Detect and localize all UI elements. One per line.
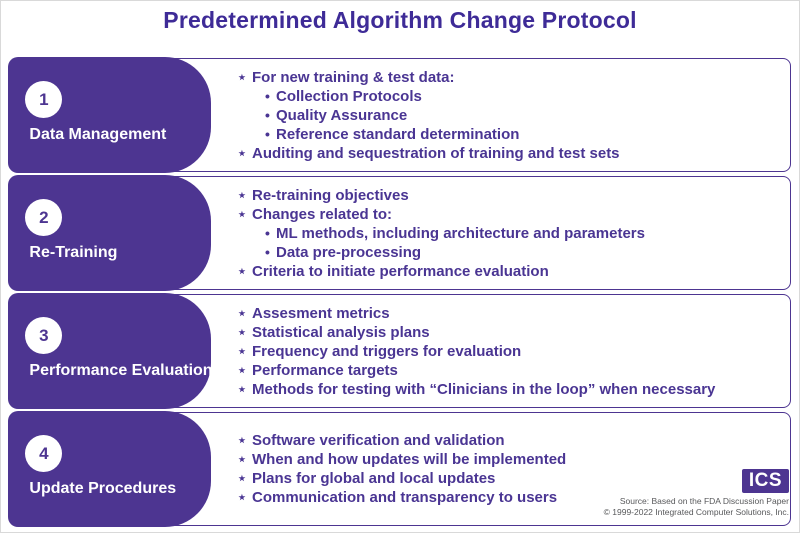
- source-attribution: Source: Based on the FDA Discussion Pape…: [604, 496, 789, 517]
- star-bullet-icon: ⋆: [237, 489, 247, 506]
- section-number-badge: 2: [25, 199, 63, 237]
- protocol-section: 1 Data Management ⋆ For new training & te…: [8, 57, 791, 173]
- bullet-text: Statistical analysis plans: [252, 323, 430, 341]
- ics-logo: ICS: [741, 469, 789, 493]
- star-bullet-icon: ⋆: [237, 380, 247, 398]
- bullet-text: Re-training objectives: [252, 186, 409, 204]
- bullet-item: ⋆ When and how updates will be implemente…: [232, 450, 782, 469]
- star-bullet-icon: ⋆: [237, 432, 247, 449]
- protocol-section: 2 Re-Training ⋆ Re-training objectives ⋆ Ch…: [8, 175, 791, 291]
- dot-bullet-icon: •: [265, 87, 270, 104]
- bullet-item: ⋆ Criteria to initiate performance evalua…: [232, 262, 782, 281]
- star-bullet-icon: ⋆: [237, 144, 247, 162]
- dot-bullet-icon: •: [265, 106, 270, 123]
- bullet-text: Collection Protocols: [276, 87, 422, 105]
- bullet-text: Quality Assurance: [276, 106, 408, 124]
- section-tab: 3 Performance Evaluation: [8, 293, 213, 409]
- section-number: 3: [39, 325, 49, 345]
- bullet-text: Software verification and validation: [252, 432, 505, 449]
- bullet-text: Methods for testing with “Clinicians in …: [252, 380, 716, 398]
- bullet-item: ⋆ Re-training objectives: [232, 186, 782, 205]
- protocol-sections: 1 Data Management ⋆ For new training & te…: [8, 57, 791, 527]
- section-number-badge: 1: [25, 81, 63, 119]
- sub-bullet-item: • Data pre-processing: [232, 243, 782, 262]
- bullet-text: Criteria to initiate performance evaluat…: [252, 262, 549, 280]
- section-label: Update Procedures: [29, 480, 177, 498]
- star-bullet-icon: ⋆: [237, 304, 247, 322]
- section-tab: 4 Update Procedures: [8, 411, 212, 527]
- sub-bullet-item: • Reference standard determination: [232, 125, 782, 144]
- dot-bullet-icon: •: [265, 243, 270, 260]
- bullet-item: ⋆ Communication and transparency to users: [232, 488, 782, 507]
- section-tab: 2 Re-Training: [8, 175, 212, 291]
- bullet-text: Communication and transparency to users: [252, 489, 558, 506]
- bullet-text: ML methods, including architecture and p…: [276, 224, 645, 242]
- sub-bullet-item: • Quality Assurance: [232, 106, 782, 125]
- section-items: ⋆ For new training & test data: • Collectio…: [232, 59, 782, 171]
- section-label: Performance Evaluation: [29, 362, 213, 380]
- bullet-text: For new training & test data:: [252, 68, 455, 86]
- section-number-badge: 4: [25, 435, 63, 473]
- bullet-item: ⋆ For new training & test data:: [232, 68, 782, 87]
- bullet-item: ⋆ Methods for testing with “Clinicians in…: [232, 380, 782, 399]
- star-bullet-icon: ⋆: [237, 470, 247, 487]
- sub-bullet-item: • Collection Protocols: [232, 87, 782, 106]
- source-line-1: Source: Based on the FDA Discussion Pape…: [619, 496, 789, 506]
- page-title: Predetermined Algorithm Change Protocol: [163, 7, 637, 33]
- bullet-text: Plans for global and local updates: [252, 470, 496, 487]
- star-bullet-icon: ⋆: [237, 262, 247, 280]
- section-number: 1: [39, 89, 49, 109]
- star-bullet-icon: ⋆: [237, 68, 247, 86]
- sub-bullet-item: • ML methods, including architecture and …: [232, 224, 782, 243]
- star-bullet-icon: ⋆: [237, 361, 247, 379]
- bullet-text: Auditing and sequestration of training a…: [252, 144, 620, 162]
- star-bullet-icon: ⋆: [237, 205, 247, 223]
- section-label: Data Management: [29, 126, 167, 144]
- section-number: 4: [39, 443, 49, 463]
- section-label: Re-Training: [29, 244, 118, 262]
- bullet-item: ⋆ Frequency and triggers for evaluation: [232, 342, 782, 361]
- star-bullet-icon: ⋆: [237, 323, 247, 341]
- section-items: ⋆ Software verification and validation ⋆ Wh…: [232, 413, 782, 525]
- bullet-text: Data pre-processing: [276, 243, 422, 261]
- section-number-badge: 3: [25, 317, 63, 355]
- star-bullet-icon: ⋆: [237, 342, 247, 360]
- bullet-text: Changes related to:: [252, 205, 393, 223]
- section-tab: 1 Data Management: [8, 57, 212, 173]
- star-bullet-icon: ⋆: [237, 186, 247, 204]
- source-line-2: © 1999-2022 Integrated Computer Solution…: [603, 506, 789, 517]
- bullet-text: Frequency and triggers for evaluation: [252, 342, 522, 360]
- protocol-section: 3 Performance Evaluation ⋆ Assesment metr…: [8, 293, 791, 409]
- dot-bullet-icon: •: [265, 125, 270, 142]
- bullet-text: When and how updates will be implemented: [252, 451, 567, 468]
- bullet-item: ⋆ Assesment metrics: [232, 304, 782, 323]
- protocol-section: 4 Update Procedures ⋆ Software verificati…: [8, 411, 791, 527]
- bullet-text: Reference standard determination: [276, 125, 520, 143]
- star-bullet-icon: ⋆: [237, 451, 247, 468]
- bullet-item: ⋆ Statistical analysis plans: [232, 323, 782, 342]
- bullet-text: Performance targets: [252, 361, 398, 379]
- bullet-text: Assesment metrics: [252, 304, 390, 322]
- dot-bullet-icon: •: [265, 224, 270, 241]
- section-items: ⋆ Re-training objectives ⋆ Changes related …: [232, 177, 782, 289]
- section-items: ⋆ Assesment metrics ⋆ Statistical analysis …: [232, 295, 782, 407]
- bullet-item: ⋆ Auditing and sequestration of training …: [232, 144, 782, 163]
- bullet-item: ⋆ Plans for global and local updates: [232, 469, 782, 488]
- bullet-item: ⋆ Performance targets: [232, 361, 782, 380]
- footer: ICS Source: Based on the FDA Discussion …: [604, 469, 789, 517]
- section-number: 2: [39, 207, 49, 227]
- bullet-item: ⋆ Software verification and validation: [232, 431, 782, 450]
- bullet-item: ⋆ Changes related to:: [232, 205, 782, 224]
